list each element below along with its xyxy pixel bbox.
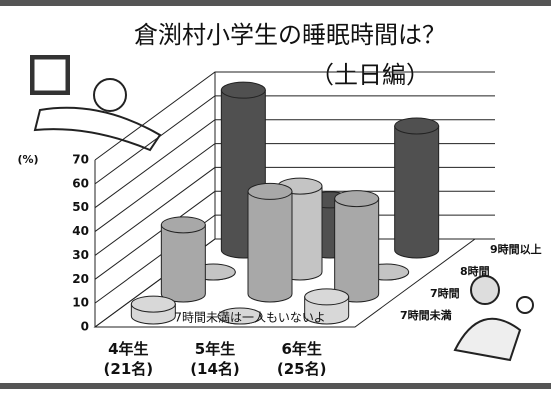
x-tick-label: 5年生(14名) — [190, 340, 240, 378]
annotation: 7時間未満は一人もいないよ — [174, 311, 325, 325]
clipart-waking — [455, 276, 533, 360]
chart-subtitle: （土日編） — [310, 61, 430, 89]
bar — [395, 126, 439, 258]
top-border — [0, 0, 551, 6]
bar-top — [161, 217, 205, 233]
y-unit: (%) — [17, 153, 38, 166]
y-tick-label: 70 — [72, 153, 89, 167]
y-tick-label: 30 — [72, 248, 89, 262]
x-tick-label: 6年生(25名) — [277, 340, 327, 378]
y-tick-label: 40 — [72, 224, 89, 238]
series-label: 7時間未満 — [400, 308, 452, 322]
bar — [161, 225, 205, 302]
bar-top — [395, 118, 439, 134]
series-label: 7時間 — [430, 286, 460, 300]
y-tick-label: 50 — [72, 200, 89, 214]
series-label: 9時間以上 — [490, 242, 542, 256]
x-tick-label: 4年生(21名) — [104, 340, 154, 378]
bottom-border — [0, 383, 551, 389]
y-tick-label: 20 — [72, 272, 89, 286]
y-tick-label: 0 — [81, 320, 89, 334]
series-label: 8時間 — [460, 264, 490, 278]
chart-title: 倉渕村小学生の睡眠時間は？ — [134, 21, 446, 49]
y-tick-label: 60 — [72, 176, 89, 190]
bar-top — [335, 191, 379, 207]
bar — [335, 199, 379, 302]
bar-top — [248, 183, 292, 199]
clipart-sleeper — [30, 55, 160, 150]
bar — [248, 191, 292, 302]
chart: 倉渕村小学生の睡眠時間は？ （土日編） (%) 0 10 20 30 40 50 60 70 7… — [0, 0, 551, 403]
y-tick-label: 10 — [72, 296, 89, 310]
bar-top — [221, 82, 265, 98]
bar-top — [131, 296, 175, 312]
bar-top — [305, 289, 349, 305]
